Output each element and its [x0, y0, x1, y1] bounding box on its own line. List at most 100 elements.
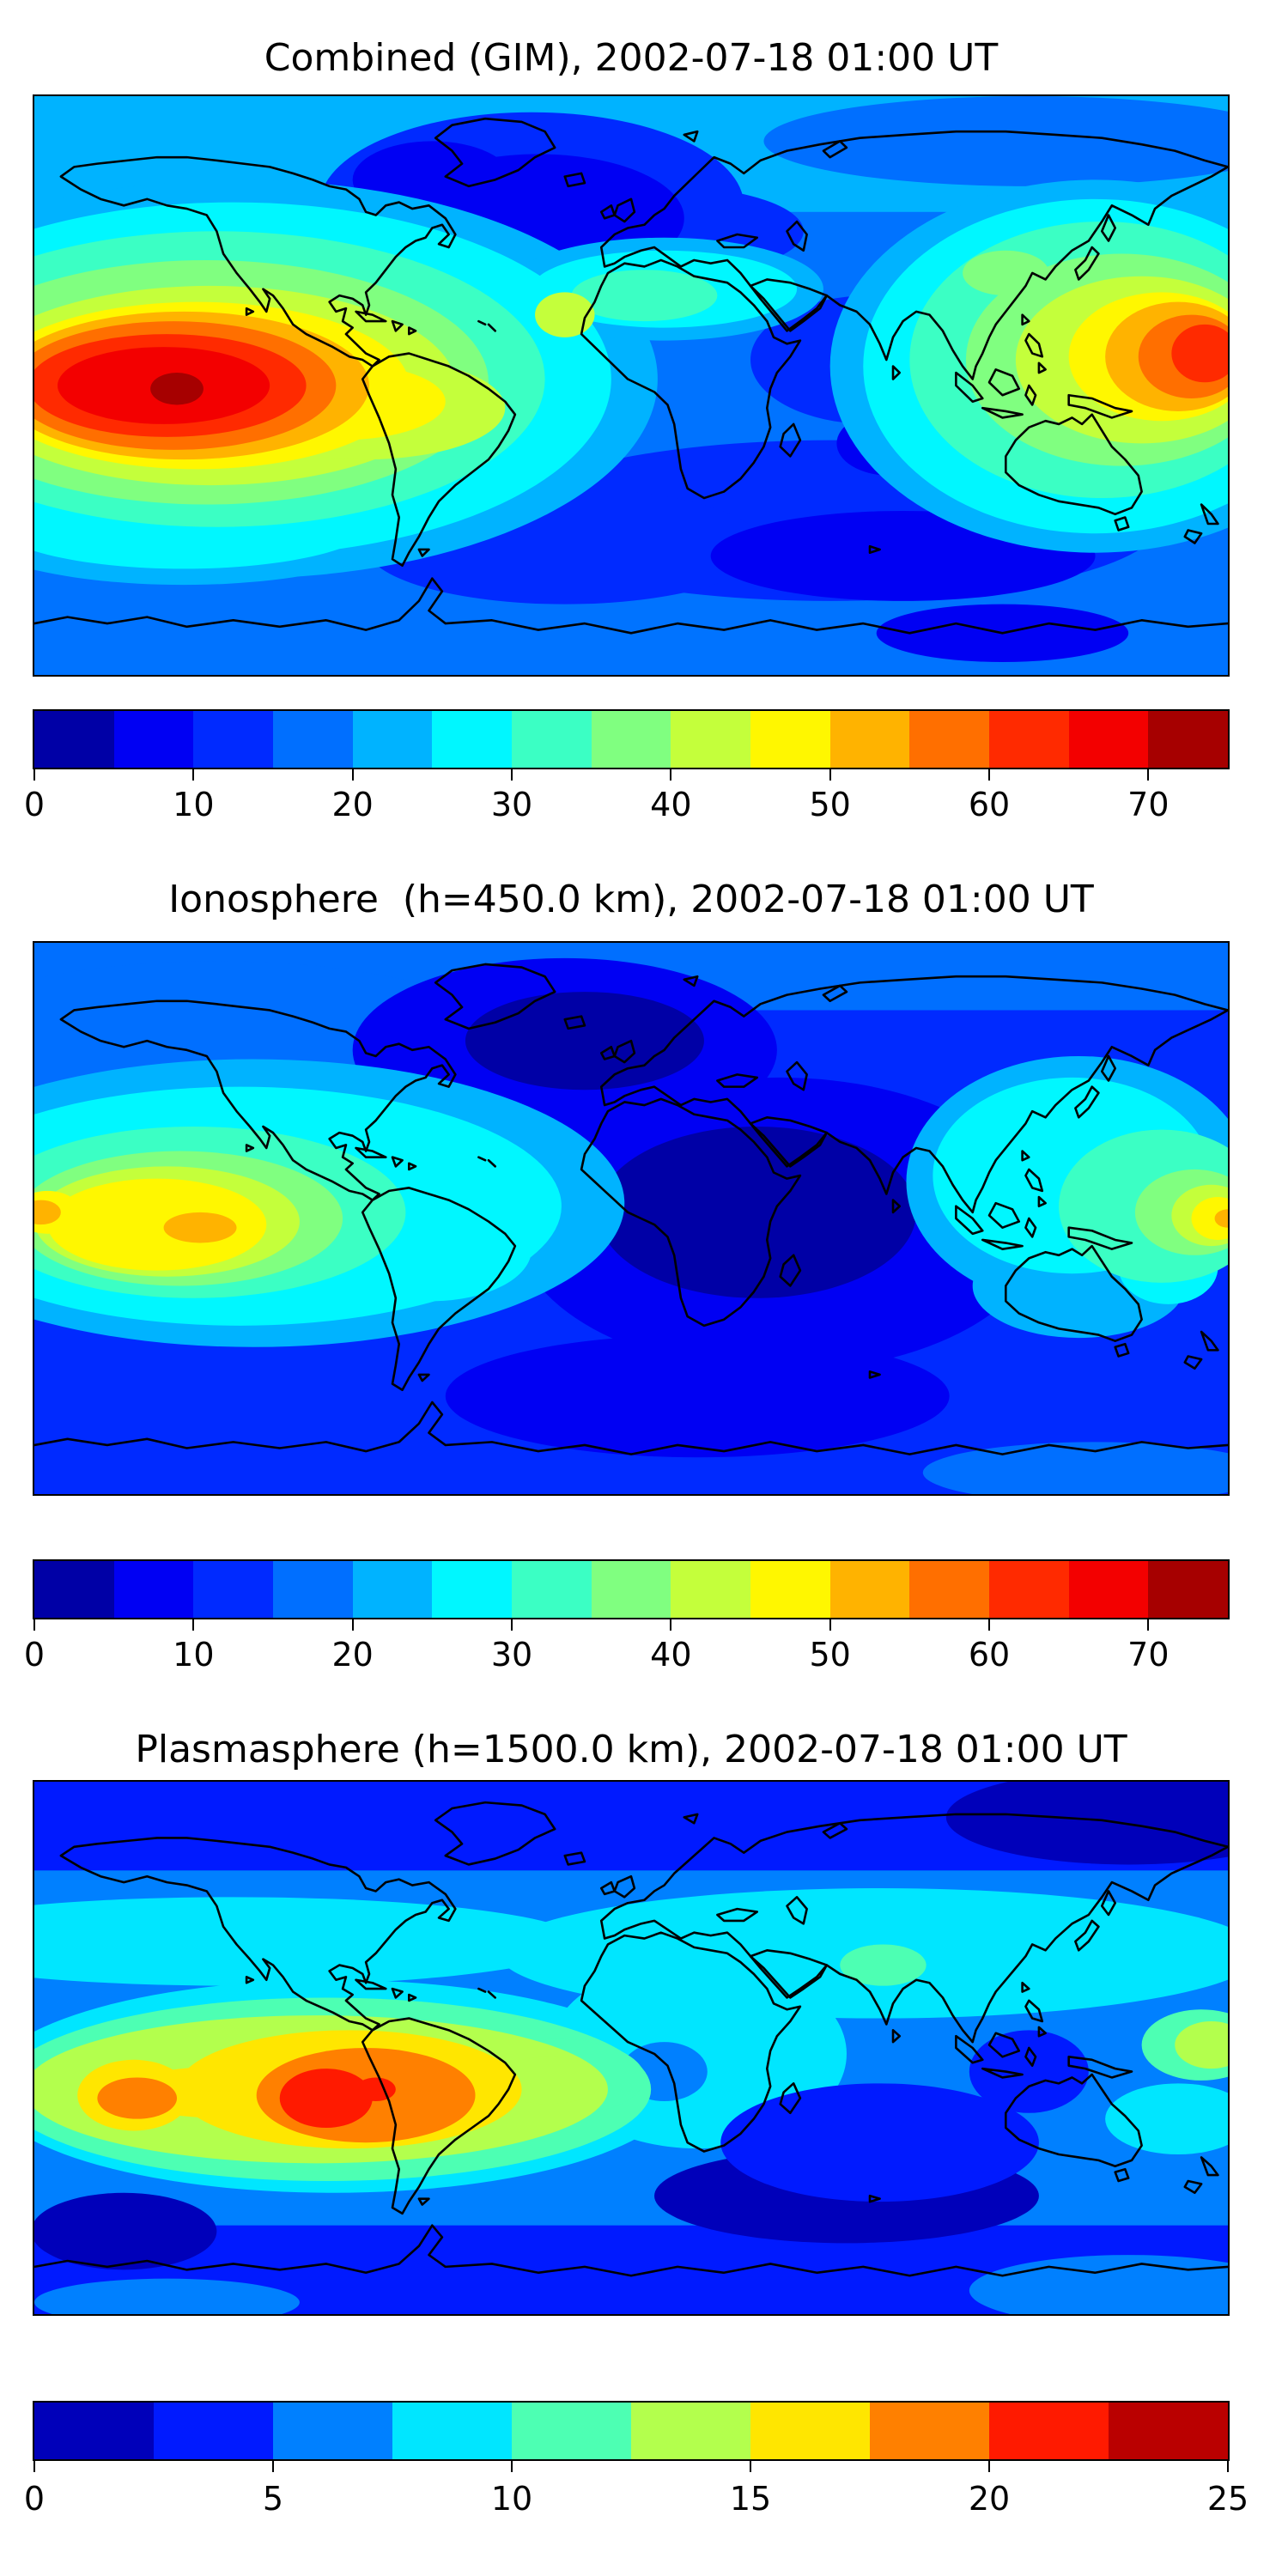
coastline-path	[684, 976, 697, 986]
coastlines	[34, 1802, 1228, 2275]
colorbar-tick-label: 10	[173, 1636, 215, 1674]
coastline-path	[565, 1017, 585, 1029]
coastline-path	[989, 2033, 1019, 2057]
coastline-path	[982, 408, 1022, 417]
colorbar-tick	[192, 769, 195, 781]
coastline-path	[1025, 2048, 1036, 2066]
contour-region	[97, 2077, 178, 2119]
coastline-path	[989, 369, 1019, 395]
coastline-path	[1102, 216, 1115, 241]
colorbar-tick	[192, 1619, 195, 1631]
colorbar-segment	[870, 2403, 989, 2459]
contour-region	[163, 1212, 237, 1243]
colorbar-segment	[1068, 1561, 1149, 1618]
colorbar-tick-label: 10	[173, 786, 215, 823]
colorbar-segment	[671, 711, 751, 768]
colorbar-tick	[988, 769, 990, 781]
coastline-path	[61, 1001, 455, 1200]
coastline-path	[684, 131, 697, 141]
colorbar-tick	[272, 2461, 274, 2472]
coastline-path	[717, 234, 756, 247]
colorbar-tick	[1227, 2461, 1229, 2472]
colorbar-tick	[670, 769, 672, 781]
contour-region	[969, 2030, 1089, 2113]
colorbar-tick-label: 40	[650, 1636, 692, 1674]
coastline-path	[601, 1047, 614, 1059]
contour-region	[922, 1442, 1228, 1494]
coastline-path	[787, 1062, 806, 1090]
coastline-path	[1115, 518, 1128, 531]
coastline-path	[1185, 531, 1201, 544]
colorbar-tick	[33, 1619, 35, 1631]
coastline-path	[823, 986, 847, 1001]
coastline-path	[893, 2030, 900, 2042]
colorbar-ionosphere	[33, 1559, 1230, 1619]
coastline-path	[1185, 1357, 1201, 1369]
colorbar-tick	[750, 2461, 751, 2472]
colorbar-segment	[113, 1561, 194, 1618]
colorbar-segment	[512, 2403, 631, 2459]
panel-title-ionosphere: Ionosphere (h=450.0 km), 2002-07-18 01:0…	[168, 878, 1094, 921]
coastline-path	[246, 1977, 253, 1983]
map-plasmasphere	[33, 1780, 1230, 2316]
colorbar-tick	[351, 1619, 354, 1631]
coastline-path	[362, 2019, 515, 2214]
coastline-path	[392, 1989, 403, 1997]
contour-region	[763, 96, 1228, 186]
colorbar-segment	[1148, 711, 1229, 768]
coastline-path	[34, 1402, 1228, 1455]
contour-region	[465, 992, 704, 1091]
contour-region	[1175, 2021, 1228, 2069]
coastline-path	[1023, 1983, 1030, 1991]
colorbar-tick	[1147, 1619, 1150, 1631]
coastline-path	[1025, 334, 1042, 356]
coastline-path	[392, 1157, 403, 1167]
coastline-path	[419, 1375, 429, 1381]
coastline-path	[435, 964, 555, 1029]
coastline-path	[581, 260, 800, 498]
contour-region	[598, 1127, 917, 1298]
coastline-path	[362, 1188, 515, 1389]
colorbar-tick-label: 5	[262, 2480, 284, 2518]
coastline-path	[781, 1255, 800, 1286]
colorbar-segment	[750, 2403, 870, 2459]
colorbar-tick-label: 40	[650, 786, 692, 823]
contour-region	[34, 2192, 217, 2270]
contour-region	[840, 1944, 927, 1986]
coastline-path	[601, 976, 1228, 1212]
coastline-path	[1201, 2157, 1218, 2175]
contour-region	[445, 1334, 950, 1458]
coastline-path	[1039, 2027, 1046, 2036]
colorbar-tick-label: 30	[490, 786, 533, 823]
coastline-path	[717, 1074, 756, 1086]
colorbar-segment	[591, 711, 671, 768]
coastline-path	[581, 1099, 800, 1326]
panel-title-plasmasphere: Plasmasphere (h=1500.0 km), 2002-07-18 0…	[135, 1728, 1127, 1771]
colorbar-segment	[512, 711, 592, 768]
colorbar-segment	[989, 2403, 1109, 2459]
coastline-path	[1201, 1332, 1218, 1350]
coastline-path	[1115, 2169, 1128, 2181]
coastline-path	[246, 1145, 253, 1151]
colorbar-combined	[33, 709, 1230, 769]
coastline-path	[409, 328, 416, 334]
contour-region	[571, 270, 718, 322]
contour-region	[495, 2057, 602, 2105]
contour-map-canvas	[34, 1782, 1228, 2314]
colorbar-tick	[511, 769, 513, 781]
coastline-path	[581, 1933, 800, 2152]
colorbar-tick	[1147, 769, 1150, 781]
contour-map-canvas	[34, 96, 1228, 675]
coastline-path	[601, 205, 614, 218]
coastline-path	[1102, 1891, 1115, 1915]
contour-region	[945, 1782, 1228, 1865]
colorbar-segment	[1068, 711, 1149, 768]
coastline-path	[392, 321, 403, 331]
colorbar-segment	[193, 711, 274, 768]
colorbar-tick	[33, 2461, 35, 2472]
colorbar-tick	[511, 2461, 513, 2472]
coastline-path	[61, 157, 455, 366]
colorbar-tick-label: 20	[331, 1636, 374, 1674]
coastline-path	[1039, 363, 1046, 373]
coastline-path	[1069, 1228, 1132, 1249]
